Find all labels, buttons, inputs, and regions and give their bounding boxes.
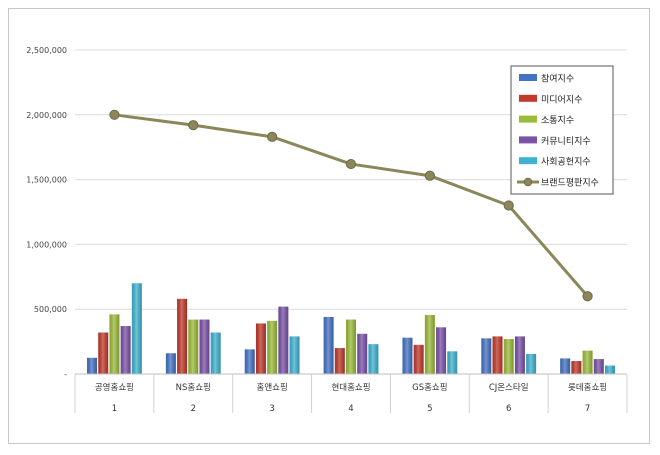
x-category-index: 3 [269, 404, 274, 414]
bar-shade [120, 326, 131, 374]
bar-shade [98, 332, 109, 374]
bar-shade [402, 337, 413, 374]
bar-shade [481, 338, 492, 374]
bar-shade [267, 320, 278, 374]
x-category-label: CJ온스타일 [489, 383, 529, 393]
legend-swatch [519, 115, 537, 123]
bar-shade [492, 336, 503, 374]
x-category-index: 4 [348, 404, 353, 414]
y-tick-label: 1,000,000 [26, 240, 67, 249]
bar-shade [244, 349, 255, 374]
y-tick-label: 2,000,000 [26, 111, 67, 120]
legend-label: 참여지수 [541, 73, 574, 85]
bar-shade [165, 353, 176, 374]
bar-shade [593, 359, 604, 374]
x-category-index: 5 [427, 404, 432, 414]
line-point [503, 200, 514, 211]
bar-shade [210, 332, 221, 374]
legend-box [510, 65, 614, 195]
bar-shade [188, 319, 199, 374]
bar-shade [278, 306, 289, 374]
x-category-index: 7 [585, 404, 590, 414]
x-category-label: 롯데홈쇼핑 [568, 382, 607, 393]
x-category-label: 현대홈쇼핑 [331, 382, 370, 393]
bar-shade [604, 365, 615, 374]
bar-shade [334, 348, 345, 374]
legend-label: 소통지수 [541, 115, 574, 126]
line-point [582, 291, 593, 302]
legend-swatch [519, 157, 537, 165]
bar-shade [368, 344, 379, 374]
x-category-label: GS홈쇼핑 [412, 382, 447, 393]
y-tick-label: 1,500,000 [26, 176, 67, 185]
x-category-index: 6 [506, 404, 511, 414]
bar-shade [514, 336, 525, 374]
bar-shade [436, 327, 447, 374]
y-tick-label: 2,500,000 [26, 46, 67, 55]
legend-label: 브랜드평판지수 [541, 178, 599, 189]
legend-swatch [519, 74, 537, 81]
line-point [188, 120, 199, 131]
bar-shade [289, 336, 300, 374]
bar-shade [255, 323, 266, 374]
legend-marker [523, 177, 533, 187]
x-category-label: 공영홈쇼핑 [95, 382, 134, 393]
bar-shade [323, 316, 334, 374]
line-point [424, 170, 435, 181]
line-point [267, 131, 278, 142]
bar-shade [357, 333, 368, 374]
bar-shade [199, 319, 210, 374]
bar-shade [571, 361, 582, 374]
bar-marks [87, 283, 615, 374]
bar-shade [560, 358, 571, 374]
gridlines [75, 49, 627, 310]
legend-label: 미디어지수 [541, 94, 582, 105]
bar-shade [346, 319, 356, 374]
y-axis: - 500,000 1,000,000 1,500,000 2,000,000 2,500… [26, 46, 67, 379]
x-category-index: 1 [112, 404, 117, 414]
bar-shade [503, 339, 514, 374]
y-tick-label: 500,000 [34, 305, 67, 314]
legend-label: 사회공헌지수 [541, 157, 591, 168]
legend-swatch [519, 94, 537, 102]
bar-shade [87, 357, 98, 374]
bar-shade [424, 315, 435, 374]
bar-shade [413, 344, 424, 374]
legend-label: 커뮤니티지수 [541, 136, 591, 147]
line-point [109, 109, 120, 120]
bar-shade [131, 283, 142, 374]
bar-shade [582, 350, 593, 374]
x-category-label: NS홈쇼핑 [176, 382, 211, 393]
line-point [345, 158, 357, 170]
line-series [109, 109, 593, 302]
bar-shade [177, 298, 188, 374]
x-category-label: 홈앤쇼핑 [257, 382, 288, 393]
x-axis: 공영홈쇼핑 1 NS홈쇼핑 2 홈앤쇼핑 3 현대홈쇼핑 4 GS홈쇼핑 5 CJ온스타일 6 롯데홈쇼… [74, 373, 628, 414]
bar-shade [526, 353, 537, 374]
y-tick-label: - [64, 370, 67, 379]
bar-shade [109, 314, 120, 374]
bar-shade [447, 351, 458, 374]
legend-swatch [519, 136, 537, 144]
x-category-index: 2 [191, 404, 196, 414]
